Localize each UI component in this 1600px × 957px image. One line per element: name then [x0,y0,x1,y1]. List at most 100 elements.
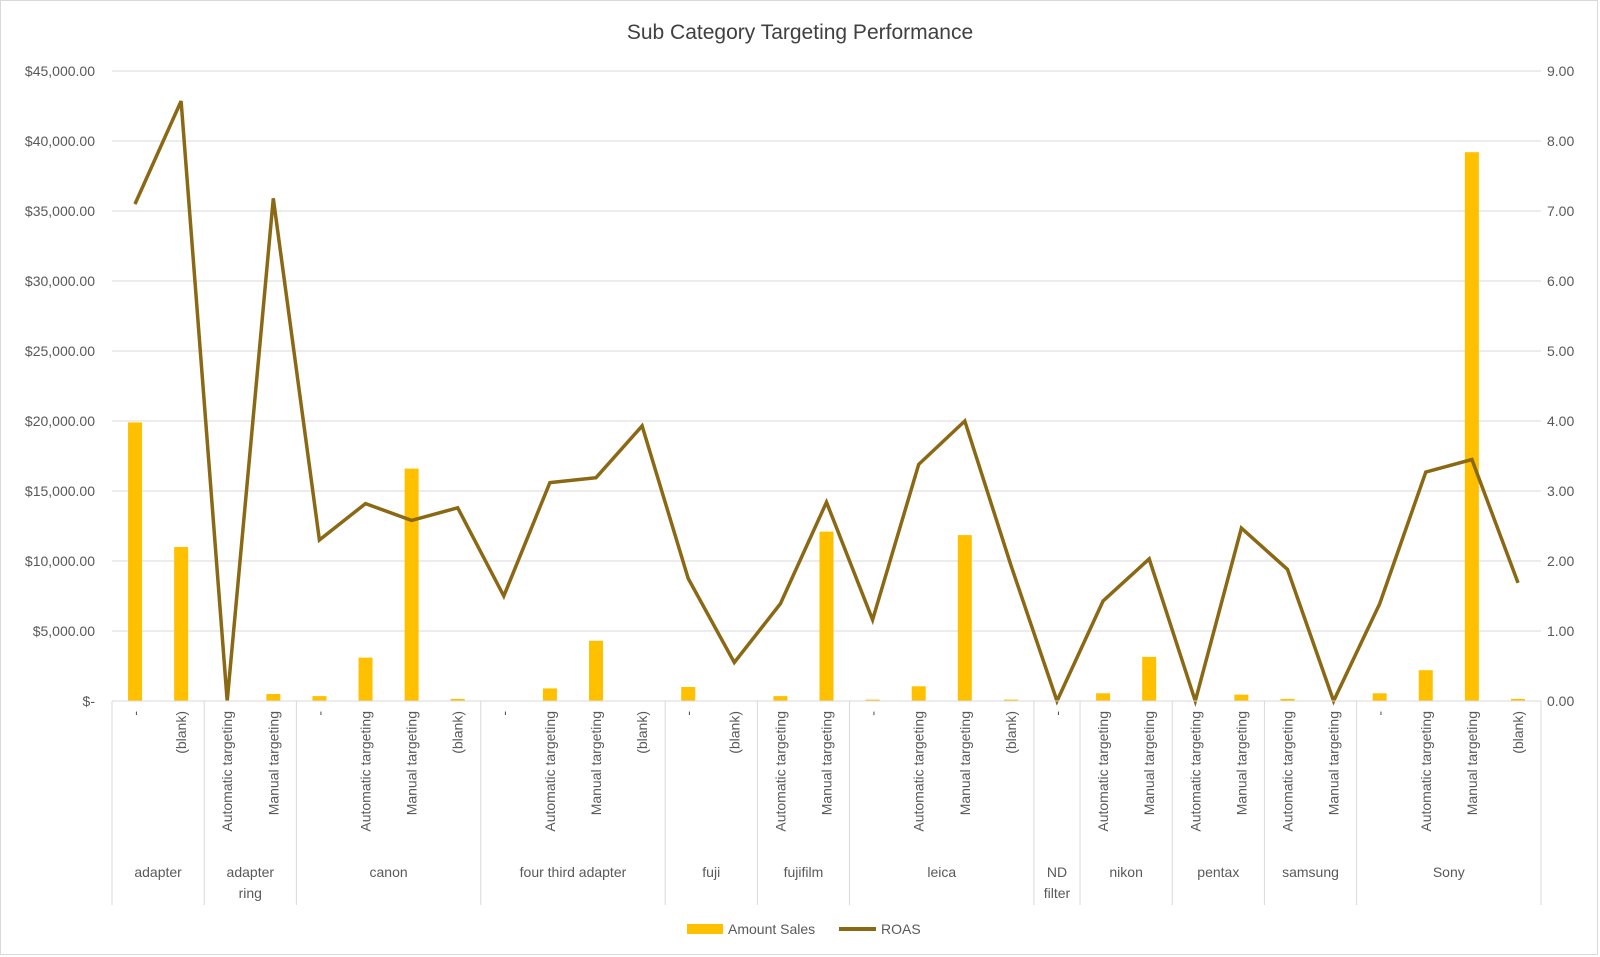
bar-amount-sales [128,422,143,701]
group-label: four third adapter [520,864,627,880]
roas-point [1286,568,1288,570]
category-label: Manual targeting [1326,711,1342,815]
right-value-axis: 0.00 1.00 2.00 3.00 4.00 5.00 6.00 7.00 8.00 9.00 [1547,63,1574,709]
roas-point [1425,471,1427,473]
group-label: pentax [1197,864,1239,880]
category-label: (blank) [173,711,189,754]
category-label: Automatic targeting [1279,711,1295,832]
bar-amount-sales [589,640,604,701]
category-label: Automatic targeting [358,711,374,832]
bar-amount-sales [1096,693,1111,701]
category-label: Manual targeting [1464,711,1480,815]
roas-point [779,603,781,605]
roas-point [918,463,920,465]
right-tick-label: 7.00 [1547,203,1574,219]
category-label: Automatic targeting [219,711,235,832]
roas-point [1010,564,1012,566]
group-label: fujifilm [784,864,824,880]
category-label: (blank) [450,711,466,754]
bar-amount-sales [1234,694,1249,701]
category-label: (blank) [1003,711,1019,754]
left-tick-label: $45,000.00 [25,63,95,79]
group-label: samsung [1282,864,1339,880]
category-axis: - (blank) Automatic targeting Manual target… [111,700,1542,905]
legend-label-roas: ROAS [881,921,921,937]
category-label: Manual targeting [1141,711,1157,815]
bar-amount-sales [1372,693,1387,701]
bar-amount-sales [312,696,327,701]
left-tick-label: $40,000.00 [25,133,95,149]
left-tick-label: $20,000.00 [25,413,95,429]
bar-amount-sales [1003,699,1018,701]
group-label: adapter [134,864,182,880]
left-tick-label: $- [83,693,96,709]
roas-point [687,578,689,579]
group-label: nikon [1109,864,1142,880]
category-label: Automatic targeting [772,711,788,832]
group-label: ND filter [1044,864,1071,901]
category-label: - [311,711,327,716]
category-label: Manual targeting [1233,711,1249,815]
category-label: (blank) [634,711,650,754]
legend: Amount Sales ROAS [687,921,921,937]
bar-amount-sales [358,657,373,701]
roas-point [1517,582,1519,584]
bar-amount-sales [957,535,972,701]
right-tick-label: 2.00 [1547,553,1574,569]
bar-amount-sales [681,687,696,701]
group-label: canon [370,864,408,880]
bar-amount-sales [266,694,281,701]
roas-point [733,662,735,663]
category-label: Automatic targeting [542,711,558,832]
roas-point [134,203,136,205]
category-label: - [680,711,696,716]
category-label: Manual targeting [957,711,973,815]
category-label: - [127,711,143,716]
bar-amount-sales [174,547,189,701]
right-tick-label: 8.00 [1547,133,1574,149]
legend-swatch-amount-sales [687,924,723,934]
roas-point [365,503,367,505]
roas-point [872,619,874,621]
bar-amount-sales [865,699,880,701]
bar-amount-sales [1510,698,1525,701]
left-tick-label: $35,000.00 [25,203,95,219]
category-label: Manual targeting [265,711,281,815]
category-label: Automatic targeting [1187,711,1203,832]
left-tick-label: $10,000.00 [25,553,95,569]
right-tick-label: 3.00 [1547,483,1574,499]
right-tick-label: 0.00 [1547,693,1574,709]
category-label: (blank) [1510,711,1526,754]
bar-amount-sales [911,686,926,701]
bar-amount-sales [1418,670,1433,701]
bar-amount-sales [450,698,465,701]
gridlines [112,70,1541,632]
roas-point [411,519,413,521]
bar-amount-sales [404,468,419,701]
group-label: adapter ring [227,864,275,901]
right-tick-label: 9.00 [1547,63,1574,79]
roas-point [272,197,274,199]
right-tick-label: 4.00 [1547,413,1574,429]
roas-point [1240,527,1242,529]
left-tick-label: $15,000.00 [25,483,95,499]
roas-point [1379,603,1381,605]
roas-point [1102,600,1104,602]
bar-amount-sales [1142,656,1157,701]
group-label: leica [927,864,956,880]
category-label: - [1049,711,1065,716]
category-label: - [1372,711,1388,716]
category-label: Manual targeting [404,711,420,815]
roas-point [318,539,320,541]
roas-point [964,420,966,422]
roas-point [1148,558,1150,560]
amount-sales-series [128,152,1525,701]
category-label: (blank) [726,711,742,754]
roas-point [595,477,597,479]
right-tick-label: 5.00 [1547,343,1574,359]
roas-point [641,425,643,427]
left-tick-label: $25,000.00 [25,343,95,359]
roas-point [457,507,459,509]
category-label: Manual targeting [819,711,835,815]
